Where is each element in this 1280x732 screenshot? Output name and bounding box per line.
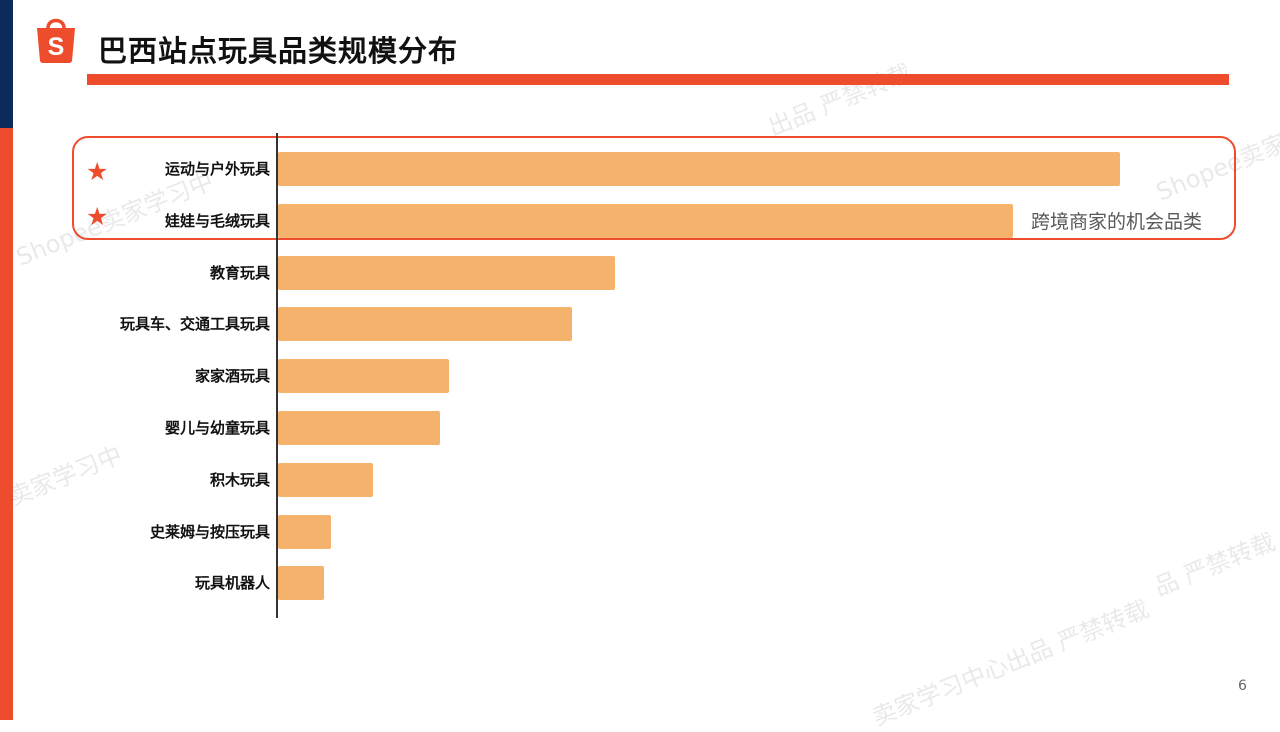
bar — [278, 566, 324, 600]
bar — [278, 463, 373, 497]
page-number: 6 — [1238, 678, 1247, 694]
slide-title: 巴西站点玩具品类规模分布 — [98, 34, 459, 68]
bar — [278, 256, 615, 290]
opportunity-callout: 跨境商家的机会品类 — [1031, 211, 1203, 233]
category-label: 运动与户外玩具 — [164, 160, 270, 178]
highlight-box — [72, 136, 1236, 240]
watermark-text: 出品 严禁转载 — [764, 58, 916, 142]
watermark-text: 品 严禁转载 — [1150, 527, 1280, 602]
category-label: 教育玩具 — [209, 264, 270, 282]
category-label: 玩具车、交通工具玩具 — [119, 315, 270, 333]
bar — [278, 359, 449, 393]
bar — [278, 152, 1120, 186]
category-label: 家家酒玩具 — [194, 367, 270, 385]
logo-letter: S — [48, 33, 65, 61]
side-stripe-navy — [0, 0, 13, 128]
category-label: 积木玩具 — [209, 471, 270, 489]
star-icon: ★ — [86, 157, 109, 186]
side-stripe-orange — [0, 128, 13, 720]
bar — [278, 515, 331, 549]
category-label: 史莱姆与按压玩具 — [149, 523, 270, 541]
category-label: 婴儿与幼童玩具 — [164, 419, 270, 437]
title-underline — [87, 74, 1229, 85]
bar — [278, 307, 572, 341]
category-label: 娃娃与毛绒玩具 — [164, 212, 270, 230]
bar — [278, 411, 440, 445]
category-label: 玩具机器人 — [194, 574, 270, 592]
star-icon: ★ — [86, 202, 109, 231]
shopee-logo-icon: S — [37, 18, 75, 63]
bar — [278, 204, 1013, 238]
watermark-text: 卖家学习中心出品 严禁转载 — [868, 594, 1153, 732]
y-axis-line — [276, 133, 278, 618]
